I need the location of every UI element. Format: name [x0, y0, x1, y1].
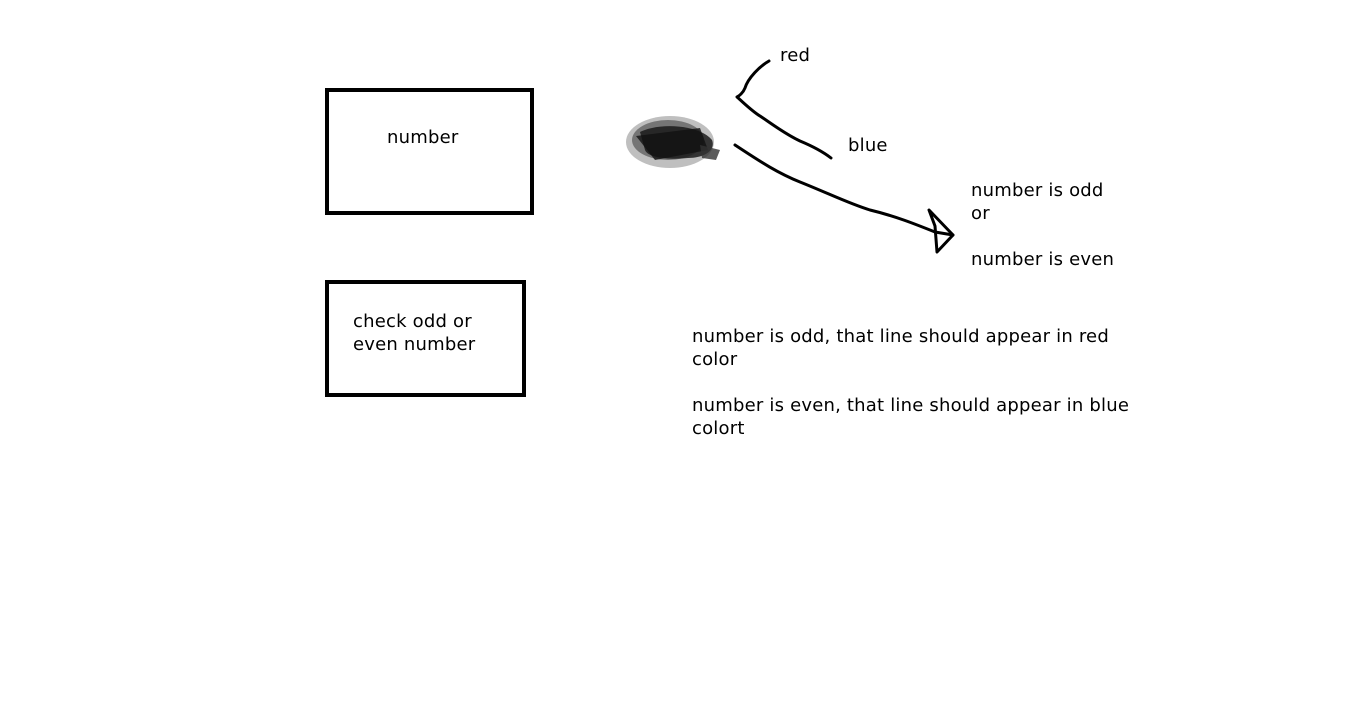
result-line-or: or [971, 203, 990, 224]
check-box-label-line-2: even number [353, 334, 476, 355]
notes-spacer [692, 371, 1182, 394]
note-even-line-2: colort [692, 418, 745, 439]
scribble-blob [626, 116, 720, 168]
result-text-block: number is odd or number is even [971, 179, 1114, 271]
check-box-label: check odd or even number [353, 310, 523, 356]
result-line-odd: number is odd [971, 180, 1104, 201]
note-odd-line-2: color [692, 349, 738, 370]
number-box-label: number [387, 127, 459, 148]
result-arrow-line [733, 143, 955, 237]
result-arrowhead [927, 208, 955, 254]
red-branch-label: red [780, 45, 811, 66]
check-box-label-line-1: check odd or [353, 311, 472, 332]
requirement-notes: number is odd, that line should appear i… [692, 325, 1182, 440]
note-odd-line-1: number is odd, that line should appear i… [692, 326, 1109, 347]
result-line-even: number is even [971, 249, 1115, 270]
blue-branch-label: blue [848, 135, 888, 156]
branch-bracket-line [735, 59, 833, 160]
note-even-line-1: number is even, that line should appear … [692, 395, 1130, 416]
result-line-gap [971, 225, 1114, 248]
check-odd-even-box: check odd or even number [325, 280, 526, 397]
number-box: number [325, 88, 534, 215]
